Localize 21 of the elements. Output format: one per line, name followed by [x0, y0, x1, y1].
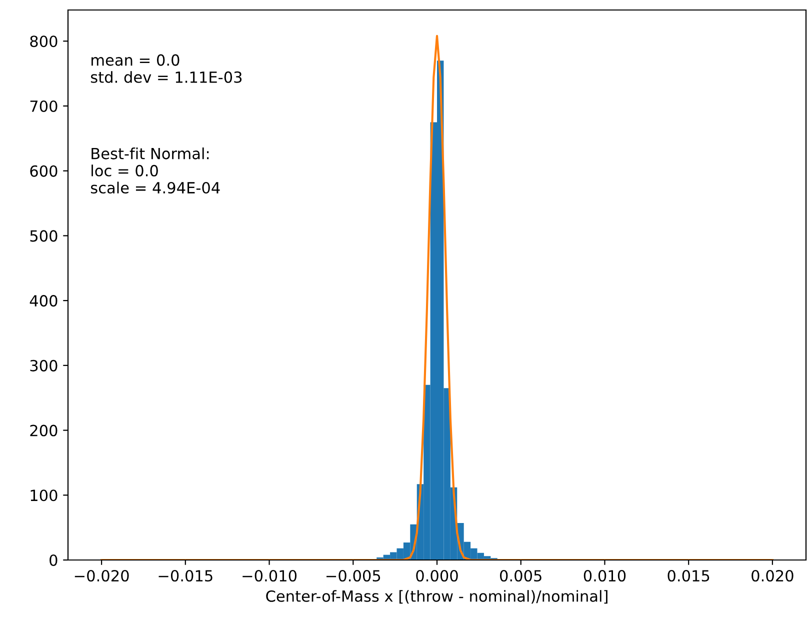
y-tick-label: 800: [30, 36, 58, 48]
y-tick-label: 100: [30, 490, 58, 502]
y-tick-label: 400: [30, 295, 58, 307]
x-tick-label: −0.010: [242, 570, 297, 582]
annotation: Best-fit Normal: loc = 0.0 scale = 4.94E-04: [90, 148, 220, 194]
y-tick-label: 0: [50, 554, 58, 566]
x-tick-label: 0.020: [752, 570, 794, 582]
x-tick-label: −0.015: [158, 570, 212, 582]
annotation: mean = 0.0 std. dev = 1.11E-03: [90, 54, 242, 83]
x-tick-label: 0.015: [668, 570, 710, 582]
y-tick-label: 600: [30, 165, 58, 177]
y-tick-label: 200: [30, 424, 58, 436]
x-tick-label: 0.010: [584, 570, 626, 582]
x-tick-label: 0.000: [416, 570, 458, 582]
y-tick-label: 300: [30, 360, 58, 372]
x-tick-label: 0.005: [500, 570, 542, 582]
y-tick-label: 700: [30, 100, 58, 112]
x-tick-label: −0.020: [74, 570, 129, 582]
x-axis-title: Center-of-Mass x [(throw - nominal)/nominal]: [266, 590, 608, 604]
y-tick-label: 500: [30, 230, 58, 242]
x-tick-label: −0.005: [326, 570, 380, 582]
